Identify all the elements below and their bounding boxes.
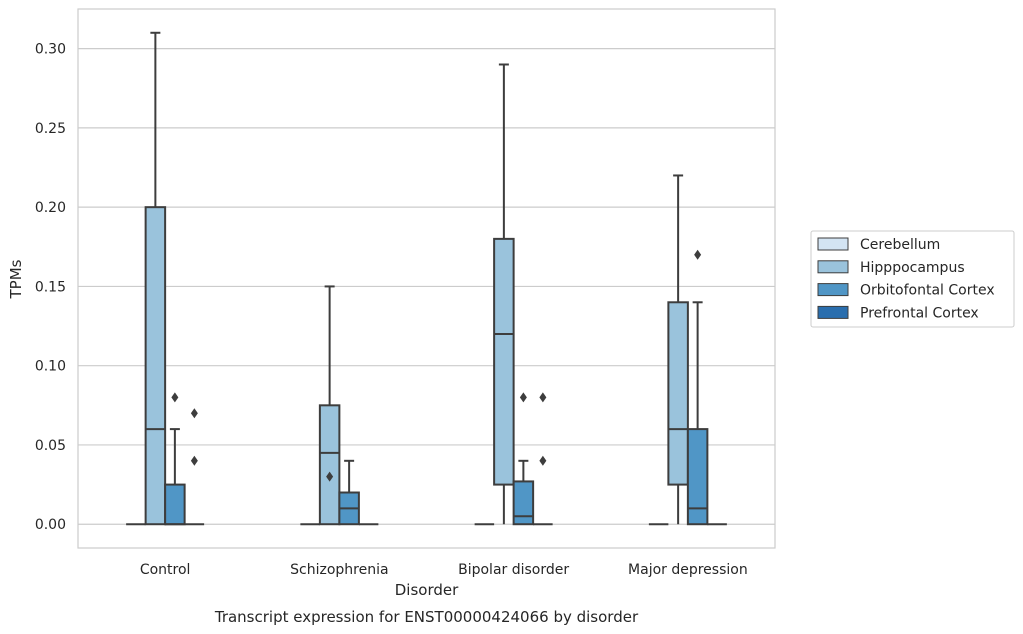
y-tick-label: 0.25 (35, 121, 66, 137)
x-tick-label: Bipolar disorder (458, 562, 569, 578)
y-tick-label: 0.20 (35, 200, 66, 216)
outlier-point (171, 392, 179, 403)
y-tick-label: 0.30 (35, 42, 66, 58)
legend-frame (810, 230, 1015, 328)
outlier-point (519, 392, 527, 403)
outlier-point (190, 408, 198, 419)
box (493, 237, 515, 486)
outlier-point (539, 455, 547, 466)
x-tick-label: Control (140, 562, 191, 578)
legend-label: Prefrontal Cortex (860, 305, 979, 321)
y-tick-label: 0.10 (35, 359, 66, 375)
legend: Cerebellum Hipppocampus Orbitofontal Corte… (810, 230, 1015, 328)
plot-area-frame (77, 8, 776, 549)
box-group (164, 392, 186, 526)
chart-caption: Transcript expression for ENST0000042406… (214, 608, 639, 626)
outlier-point (326, 471, 334, 482)
y-tick-label: 0.05 (35, 438, 66, 454)
gridlines (78, 48, 775, 525)
y-tick-label: 0.15 (35, 279, 66, 295)
boxes (126, 31, 727, 526)
legend-swatch (817, 305, 849, 319)
legend-swatch (817, 283, 849, 297)
box (164, 483, 186, 526)
box-group (533, 392, 553, 526)
outlier-point (539, 392, 547, 403)
legend-label: Orbitofontal Cortex (860, 283, 995, 299)
box (512, 480, 535, 526)
box (667, 301, 689, 486)
box-group (338, 459, 360, 526)
box-group (144, 31, 167, 526)
y-axis-title: TPMs (7, 259, 25, 299)
box-group (184, 408, 205, 526)
legend-label: Cerebellum (860, 237, 940, 253)
box (318, 404, 341, 526)
box-group (493, 63, 515, 525)
legend-label: Hipppocampus (860, 260, 965, 276)
outlier-point (694, 249, 702, 260)
box (686, 428, 709, 526)
y-axis-ticks: 0.00 0.05 0.10 0.15 0.20 0.25 0.30 (35, 42, 66, 534)
x-axis-ticks: Control Schizophrenia Bipolar disorder Majo… (140, 562, 748, 578)
box-group (667, 174, 689, 525)
box-group (318, 285, 341, 526)
x-axis-title: Disorder (395, 581, 459, 599)
box-group (512, 392, 535, 526)
x-tick-label: Major depression (628, 562, 748, 578)
legend-swatch (817, 237, 849, 251)
y-tick-label: 0.00 (35, 517, 66, 533)
legend-swatch (817, 260, 849, 274)
x-tick-label: Schizophrenia (290, 562, 388, 578)
outlier-point (190, 455, 198, 466)
box-group (686, 249, 709, 526)
box (144, 206, 167, 526)
